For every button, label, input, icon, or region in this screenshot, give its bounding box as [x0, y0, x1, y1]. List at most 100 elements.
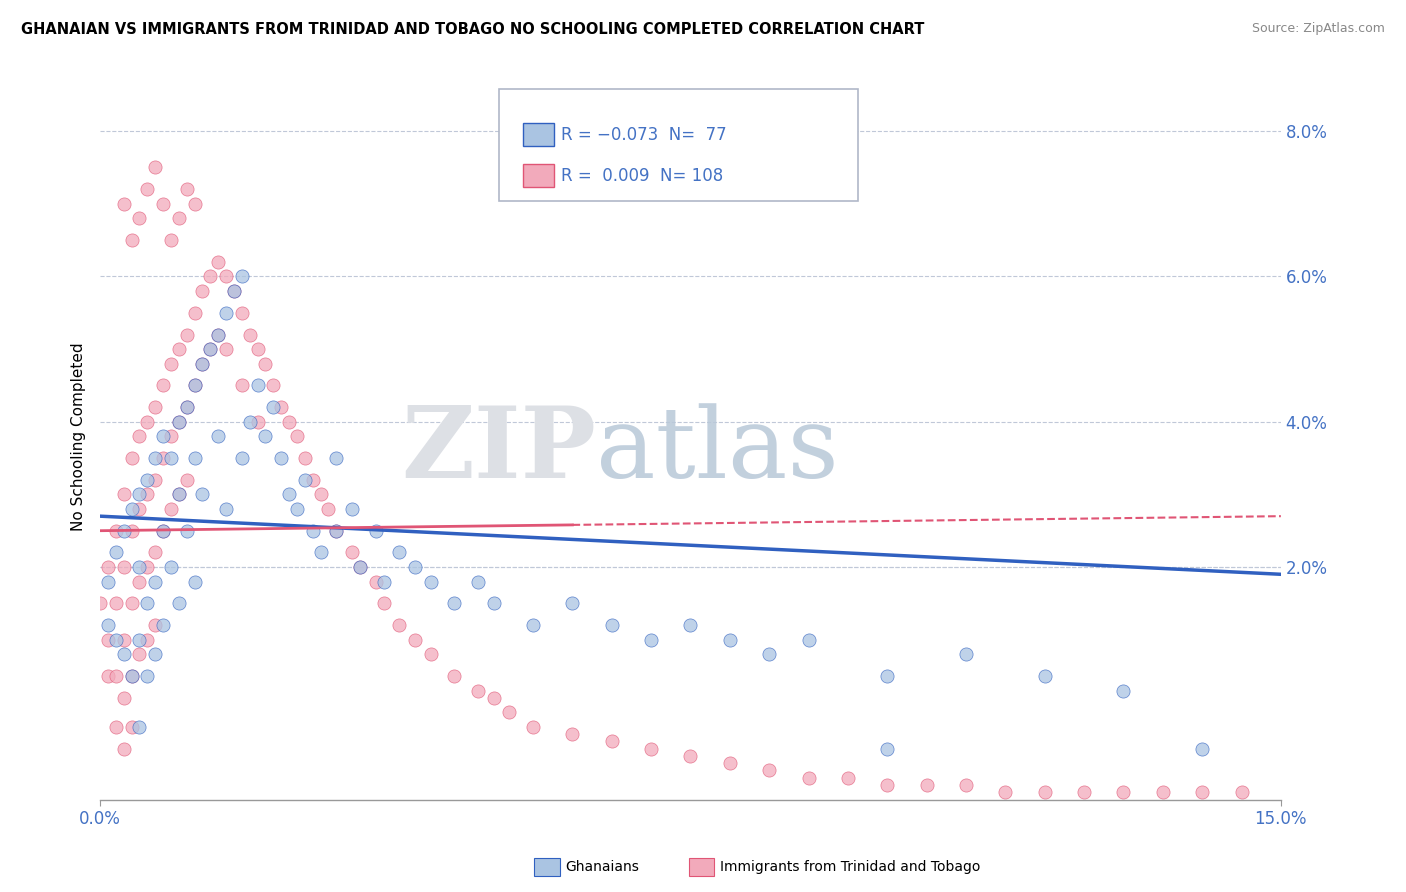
Point	[325, 524, 347, 538]
Point	[561, 596, 583, 610]
Point	[994, 785, 1017, 799]
Point	[176, 327, 198, 342]
Point	[522, 618, 544, 632]
Point	[191, 284, 214, 298]
Point	[215, 342, 238, 356]
Point	[112, 690, 135, 705]
Point	[246, 415, 269, 429]
Point	[121, 502, 143, 516]
Point	[200, 342, 222, 356]
Point	[176, 524, 198, 538]
Point	[222, 284, 245, 298]
Point	[121, 233, 143, 247]
Point	[143, 647, 166, 661]
Point	[121, 524, 143, 538]
Point	[364, 524, 387, 538]
Point	[176, 182, 198, 196]
Point	[152, 618, 174, 632]
Point	[167, 596, 190, 610]
Text: Immigrants from Trinidad and Tobago: Immigrants from Trinidad and Tobago	[720, 860, 980, 874]
Point	[191, 357, 214, 371]
Point	[1073, 785, 1095, 799]
Point	[167, 415, 190, 429]
Point	[561, 727, 583, 741]
Point	[112, 524, 135, 538]
Point	[467, 683, 489, 698]
Point	[97, 574, 120, 589]
Point	[160, 429, 183, 443]
Point	[349, 560, 371, 574]
Point	[419, 574, 441, 589]
Point	[278, 415, 301, 429]
Text: R = −0.073  N=  77: R = −0.073 N= 77	[561, 126, 727, 144]
Point	[160, 357, 183, 371]
Point	[718, 756, 741, 771]
Point	[758, 647, 780, 661]
Point	[128, 720, 150, 734]
Text: ZIP: ZIP	[401, 402, 596, 500]
Point	[325, 451, 347, 466]
Point	[301, 524, 323, 538]
Point	[522, 720, 544, 734]
Point	[443, 596, 465, 610]
Point	[388, 545, 411, 559]
Point	[160, 502, 183, 516]
Point	[467, 574, 489, 589]
Point	[176, 400, 198, 414]
Point	[1230, 785, 1253, 799]
Point	[955, 647, 977, 661]
Point	[152, 524, 174, 538]
Point	[167, 415, 190, 429]
Point	[183, 196, 205, 211]
Point	[1033, 669, 1056, 683]
Point	[104, 669, 127, 683]
Text: GHANAIAN VS IMMIGRANTS FROM TRINIDAD AND TOBAGO NO SCHOOLING COMPLETED CORRELATI: GHANAIAN VS IMMIGRANTS FROM TRINIDAD AND…	[21, 22, 925, 37]
Point	[239, 415, 262, 429]
Point	[97, 618, 120, 632]
Point	[104, 545, 127, 559]
Point	[318, 502, 340, 516]
Point	[143, 618, 166, 632]
Point	[128, 429, 150, 443]
Point	[143, 400, 166, 414]
Point	[837, 771, 859, 785]
Point	[876, 778, 898, 792]
Point	[309, 545, 332, 559]
Point	[373, 574, 395, 589]
Point	[183, 378, 205, 392]
Point	[136, 415, 159, 429]
Point	[231, 378, 253, 392]
Point	[262, 400, 284, 414]
Point	[388, 618, 411, 632]
Point	[207, 327, 229, 342]
Point	[215, 269, 238, 284]
Point	[373, 596, 395, 610]
Point	[104, 524, 127, 538]
Point	[128, 647, 150, 661]
Point	[200, 269, 222, 284]
Point	[128, 502, 150, 516]
Point	[207, 327, 229, 342]
Point	[285, 429, 308, 443]
Point	[183, 451, 205, 466]
Point	[167, 342, 190, 356]
Point	[600, 734, 623, 748]
Point	[246, 342, 269, 356]
Point	[143, 574, 166, 589]
Point	[143, 545, 166, 559]
Point	[231, 306, 253, 320]
Point	[231, 269, 253, 284]
Point	[136, 487, 159, 501]
Point	[152, 429, 174, 443]
Point	[128, 487, 150, 501]
Point	[128, 211, 150, 226]
Point	[104, 632, 127, 647]
Y-axis label: No Schooling Completed: No Schooling Completed	[72, 342, 86, 531]
Point	[207, 255, 229, 269]
Point	[143, 161, 166, 175]
Point	[97, 632, 120, 647]
Point	[955, 778, 977, 792]
Point	[183, 574, 205, 589]
Point	[121, 596, 143, 610]
Point	[112, 560, 135, 574]
